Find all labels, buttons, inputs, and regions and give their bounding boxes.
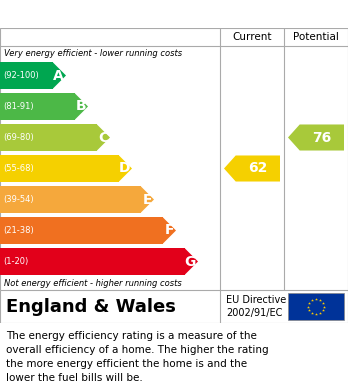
Polygon shape (141, 187, 154, 213)
Polygon shape (75, 93, 88, 120)
Text: 62: 62 (248, 161, 268, 176)
Bar (0, 217, 163, 244)
Text: A: A (53, 68, 64, 83)
Text: (39-54): (39-54) (3, 195, 34, 204)
Text: D: D (119, 161, 130, 176)
Text: (92-100): (92-100) (3, 71, 39, 80)
Bar (0, 248, 185, 274)
Text: (81-91): (81-91) (3, 102, 34, 111)
Text: (1-20): (1-20) (3, 257, 28, 266)
Text: Energy Efficiency Rating: Energy Efficiency Rating (9, 7, 230, 22)
Polygon shape (288, 124, 344, 151)
Bar (0, 187, 141, 213)
Text: (69-80): (69-80) (3, 133, 34, 142)
Text: England & Wales: England & Wales (6, 298, 176, 316)
Polygon shape (163, 217, 176, 244)
Text: E: E (143, 192, 152, 206)
Polygon shape (185, 248, 198, 274)
Text: 76: 76 (312, 131, 332, 145)
Text: C: C (98, 131, 108, 145)
Text: EU Directive
2002/91/EC: EU Directive 2002/91/EC (226, 295, 286, 318)
Text: Current: Current (232, 32, 272, 42)
Polygon shape (97, 124, 110, 151)
Bar (0, 124, 97, 151)
Text: (55-68): (55-68) (3, 164, 34, 173)
Polygon shape (119, 156, 132, 181)
Polygon shape (53, 63, 66, 88)
Text: G: G (185, 255, 196, 269)
Polygon shape (224, 156, 280, 181)
Bar (288, 293, 344, 320)
Bar (0, 156, 119, 181)
Text: (21-38): (21-38) (3, 226, 34, 235)
Text: Not energy efficient - higher running costs: Not energy efficient - higher running co… (4, 279, 182, 288)
Text: B: B (76, 99, 86, 113)
Bar (0, 93, 75, 120)
Bar (0, 63, 53, 88)
Text: F: F (165, 224, 174, 237)
Text: Very energy efficient - lower running costs: Very energy efficient - lower running co… (4, 48, 182, 57)
Text: The energy efficiency rating is a measure of the
overall efficiency of a home. T: The energy efficiency rating is a measur… (6, 331, 269, 383)
Text: Potential: Potential (293, 32, 339, 42)
